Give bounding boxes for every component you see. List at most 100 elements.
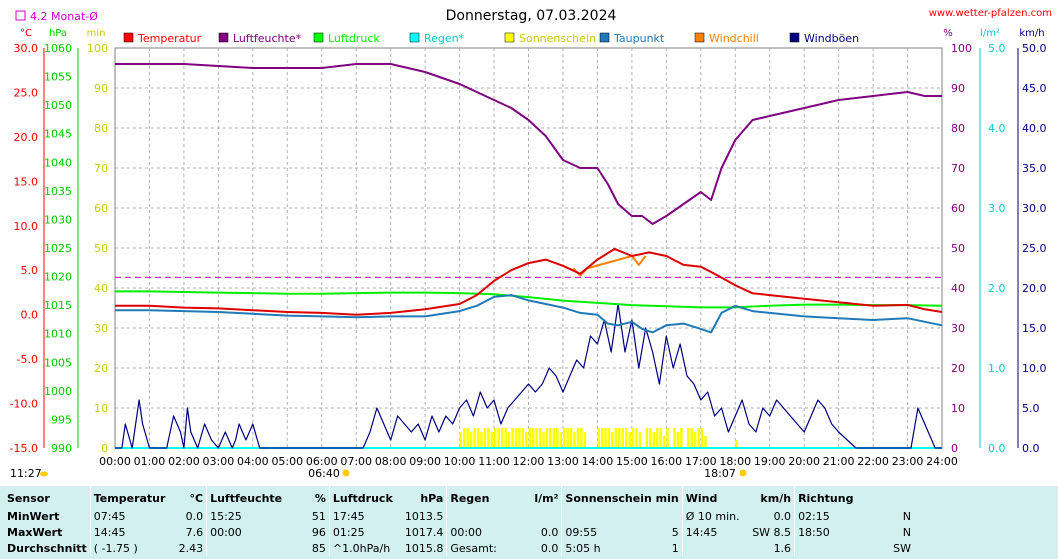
stats-cell-d-val: N <box>902 509 911 523</box>
temp-tick: 25.0 <box>14 86 39 99</box>
minutes-tick: 30 <box>94 322 108 335</box>
minutes-tick: 50 <box>94 242 108 255</box>
minutes-tick: 90 <box>94 82 108 95</box>
sunshine-bar <box>569 428 573 448</box>
stats-cell-p-val: 1015.8 <box>404 541 444 555</box>
x-tick: 08:00 <box>375 455 407 468</box>
clock-time: 11:27 <box>10 467 42 480</box>
rain-tick: 1.0 <box>988 362 1006 375</box>
pressure-tick: 1055 <box>44 71 72 84</box>
sunset-time: 18:07 <box>704 467 736 480</box>
temp-tick: -10.0 <box>10 398 38 411</box>
stats-cell-r-val <box>521 508 562 524</box>
stats-cell-r-val: 0.0 <box>540 525 559 539</box>
temp-tick: 5.0 <box>21 264 39 277</box>
legend-label: Windchill <box>709 32 759 45</box>
legend-label: Taupunkt <box>613 32 665 45</box>
sunshine-bar <box>507 432 511 448</box>
sunshine-bar <box>538 428 542 448</box>
series-line-luftfeuchte <box>115 63 942 225</box>
stats-cell-d-time: 02:15 <box>794 508 870 524</box>
sunshine-bar <box>511 428 514 448</box>
grid <box>115 48 942 448</box>
sunshine-bar <box>687 428 690 448</box>
pressure-tick: 1010 <box>44 328 72 341</box>
temp-tick: 30.0 <box>14 42 39 55</box>
legend-swatch <box>218 32 229 43</box>
series-line-windchill <box>572 255 647 277</box>
legend-swatch <box>789 32 800 43</box>
x-tick: 23:00 <box>892 455 924 468</box>
temp-tick: 10.0 <box>14 220 39 233</box>
sunshine-bar <box>673 428 676 448</box>
stats-cell-h-val: 51 <box>311 509 326 523</box>
x-tick: 00:00 <box>99 455 131 468</box>
sunset-icon <box>739 469 747 477</box>
sunshine-bar <box>580 428 583 448</box>
unit-pressure: hPa <box>49 28 67 39</box>
sunshine-bar <box>659 428 662 448</box>
stats-cell-s-time: 09:55 <box>561 524 653 540</box>
stats-cell-r-val: 0.0 <box>540 541 559 555</box>
x-tick: 13:00 <box>547 455 579 468</box>
legend-swatch <box>694 32 705 43</box>
series-lines <box>115 63 943 449</box>
legend-label: Sonnenschein <box>519 32 596 45</box>
stats-cell-w-time: Ø 10 min. <box>681 508 749 524</box>
pressure-tick: 995 <box>51 413 72 426</box>
stats-cell-s-time <box>561 508 653 524</box>
sunshine-bar <box>545 428 549 448</box>
stats-row: MinWert 07:45 0.0 15:25 51 17:45 1013.5 Ø 10 mi… <box>0 508 914 524</box>
stats-cell-w-time: 14:45 <box>681 524 749 540</box>
sunshine-bar <box>476 428 480 448</box>
stats-cell-w-val: 1.6 <box>773 541 792 555</box>
temp-tick: 0.0 <box>21 309 39 322</box>
stats-cell-h-val: 85 <box>311 541 326 555</box>
x-tick: 20:00 <box>788 455 820 468</box>
stats-row: Durchschnitt( -1.75 ) 2.43 85 ^1.0hPa/h 1015… <box>0 540 914 556</box>
sunshine-bar <box>531 428 535 448</box>
stats-cell-t-val: 2.43 <box>178 541 204 555</box>
series-line-temperatur <box>115 247 943 316</box>
wind-tick: 40.0 <box>1022 122 1047 135</box>
sunshine-bar <box>690 428 693 448</box>
stats-cell-h-time <box>206 540 286 556</box>
legend: Temperatur Luftfeuchte* Luftdruck Regen* Son… <box>123 32 859 45</box>
stats-cell-s-val <box>653 508 682 524</box>
x-tick: 10:00 <box>444 455 476 468</box>
sunshine-bar <box>618 428 621 448</box>
pressure-tick: 1045 <box>44 128 72 141</box>
sunshine-bar <box>552 428 556 448</box>
sunshine-bar <box>494 428 497 448</box>
statistics-table: Sensor Temperatur °C Luftfeuchte % Luftd… <box>0 486 1058 559</box>
minutes-tick: 20 <box>94 362 108 375</box>
stats-cell-s-time: 5:05 h <box>561 540 653 556</box>
header-rain-unit: l/m² <box>534 491 559 505</box>
sunshine-bar <box>562 428 566 448</box>
sunshine-bar <box>693 432 697 448</box>
stats-cell-w-time <box>681 540 749 556</box>
stats-cell-h-time: 00:00 <box>206 524 286 540</box>
x-tick: 21:00 <box>823 455 855 468</box>
header-humidity: Luftfeuchte <box>206 486 286 508</box>
wind-tick: 35.0 <box>1022 162 1047 175</box>
source-link[interactable]: www.wetter-pfalzen.com <box>929 8 1052 19</box>
stats-cell-w-val: 0.0 <box>773 509 792 523</box>
sunshine-bar <box>614 428 618 448</box>
stats-cell-h-time: 15:25 <box>206 508 286 524</box>
stats-cell-label: MinWert <box>7 509 60 523</box>
chart-title: Donnerstag, 07.03.2024 <box>446 8 617 24</box>
percent-tick: 40 <box>951 282 965 295</box>
sunshine-bar <box>514 428 518 448</box>
legend-swatch <box>123 32 134 43</box>
pressure-tick: 990 <box>51 442 72 455</box>
month-avg-label: 4.2 Monat-Ø <box>30 10 98 23</box>
x-tick: 22:00 <box>857 455 889 468</box>
stats-cell-r-time: 00:00 <box>446 524 522 540</box>
wind-tick: 20.0 <box>1022 282 1047 295</box>
month-avg-checkbox[interactable] <box>15 10 26 21</box>
temp-tick: -5.0 <box>17 353 38 366</box>
percent-tick: 70 <box>951 162 965 175</box>
minutes-tick: 10 <box>94 402 108 415</box>
stats-cell-p-val: 1013.5 <box>404 509 444 523</box>
